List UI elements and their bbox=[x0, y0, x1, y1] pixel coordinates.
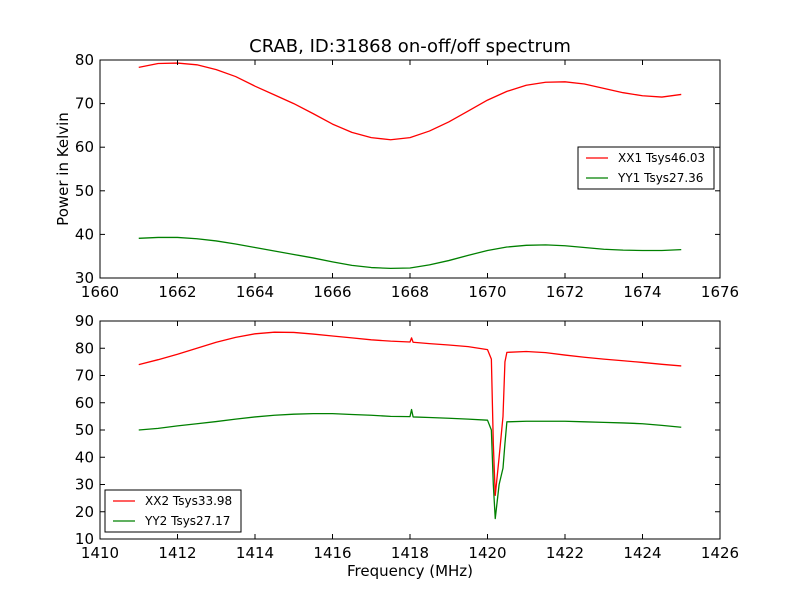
x-tick-label: 1670 bbox=[468, 283, 506, 301]
x-tick-label: 1660 bbox=[81, 283, 119, 301]
y-tick-label: 80 bbox=[75, 51, 94, 69]
y-tick-label: 20 bbox=[75, 503, 94, 521]
x-tick-label: 1426 bbox=[701, 544, 739, 562]
y-tick-label: 40 bbox=[75, 225, 94, 243]
x-tick-label: 1668 bbox=[391, 283, 429, 301]
x-tick-label: 1666 bbox=[313, 283, 351, 301]
x-tick-label: 1664 bbox=[236, 283, 274, 301]
x-tick-label: 1414 bbox=[236, 544, 274, 562]
subplot-2: 1410 1412 1414 1416 1418 1420 1422 1424 1426 10 20… bbox=[75, 312, 739, 580]
x-tick-label: 1420 bbox=[468, 544, 506, 562]
legend-box bbox=[577, 146, 715, 190]
x-tick-label: 1418 bbox=[391, 544, 429, 562]
x-tick-label: 1424 bbox=[623, 544, 661, 562]
series-line-1-1 bbox=[138, 62, 682, 141]
x-tick-label: 1422 bbox=[546, 544, 584, 562]
legend-label: YY1 Tsys27.36 bbox=[617, 171, 703, 185]
y-tick-label: 90 bbox=[75, 312, 94, 330]
y-tick-label: 70 bbox=[75, 367, 94, 385]
legend-box bbox=[104, 489, 242, 533]
chart-title: CRAB, ID:31868 on-off/off spectrum bbox=[249, 36, 571, 57]
series-line-2-1 bbox=[138, 331, 682, 497]
legend: XX2 Tsys33.98 YY2 Tsys27.17 bbox=[104, 489, 242, 533]
series-line-1-2 bbox=[138, 236, 682, 270]
x-tick-label: 1676 bbox=[701, 283, 739, 301]
y-tick-label: 10 bbox=[75, 530, 94, 548]
y-tick-label: 50 bbox=[75, 182, 94, 200]
x-tick-label: 1662 bbox=[158, 283, 196, 301]
x-tick-label: 1412 bbox=[158, 544, 196, 562]
legend-label: XX2 Tsys33.98 bbox=[145, 494, 232, 508]
y-tick-label: 70 bbox=[75, 95, 94, 113]
legend-label: XX1 Tsys46.03 bbox=[618, 151, 705, 165]
y-tick-label: 50 bbox=[75, 421, 94, 439]
series-line-2-2 bbox=[138, 408, 682, 520]
y-tick-label: 80 bbox=[75, 339, 94, 357]
y-tick-label: 60 bbox=[75, 138, 94, 156]
x-tick-label: 1672 bbox=[546, 283, 584, 301]
y-axis-label: Power in Kelvin bbox=[54, 112, 72, 226]
x-axis-label: Frequency (MHz) bbox=[347, 562, 473, 580]
subplot-1: 1660 1662 1664 1666 1668 1670 1672 1674 1676 30 40… bbox=[54, 51, 739, 301]
x-tick-label: 1416 bbox=[313, 544, 351, 562]
legend: XX1 Tsys46.03 YY1 Tsys27.36 bbox=[577, 146, 715, 190]
legend-label: YY2 Tsys27.17 bbox=[144, 514, 230, 528]
y-tick-label: 30 bbox=[75, 269, 94, 287]
x-tick-label: 1674 bbox=[623, 283, 661, 301]
y-tick-label: 60 bbox=[75, 394, 94, 412]
y-tick-label: 40 bbox=[75, 448, 94, 466]
x-tick-label: 1410 bbox=[81, 544, 119, 562]
y-tick-label: 30 bbox=[75, 476, 94, 494]
